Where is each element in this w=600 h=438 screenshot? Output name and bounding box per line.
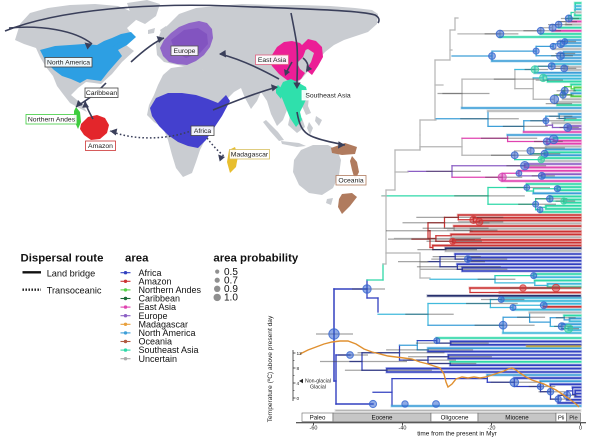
svg-text:-20: -20 [488, 426, 496, 432]
svg-text:Temperature (ºC) above present: Temperature (ºC) above present day [267, 315, 274, 422]
svg-text:Eocene: Eocene [372, 415, 394, 422]
svg-text:Ple: Ple [569, 416, 577, 422]
svg-text:Europe: Europe [174, 48, 196, 55]
svg-text:time from the present in Myr: time from the present in Myr [417, 431, 497, 438]
svg-text:-40: -40 [399, 426, 407, 432]
svg-text:Madagascar: Madagascar [139, 319, 189, 329]
svg-text:Africa: Africa [194, 128, 212, 135]
svg-text:Dispersal route: Dispersal route [21, 253, 104, 265]
svg-text:area: area [125, 253, 149, 265]
svg-text:4: 4 [297, 381, 300, 387]
svg-text:0: 0 [579, 426, 582, 432]
svg-text:Pli: Pli [558, 416, 564, 422]
svg-text:-60: -60 [310, 426, 318, 432]
svg-text:Caribbean: Caribbean [139, 294, 181, 304]
svg-text:0.7: 0.7 [224, 276, 238, 287]
svg-text:East Asia: East Asia [258, 57, 287, 64]
svg-text:12: 12 [297, 351, 303, 357]
svg-text:Uncertain: Uncertain [139, 354, 178, 364]
svg-text:North America: North America [139, 328, 196, 338]
svg-text:Northern Andes: Northern Andes [139, 285, 202, 295]
svg-text:East Asia: East Asia [139, 302, 177, 312]
svg-text:Amazon: Amazon [88, 143, 113, 150]
svg-text:1.0: 1.0 [224, 293, 238, 304]
svg-text:Europe: Europe [139, 311, 168, 321]
svg-text:Glacial: Glacial [310, 385, 326, 391]
svg-text:Transoceanic: Transoceanic [47, 286, 102, 296]
svg-text:Miocene: Miocene [505, 415, 529, 422]
svg-text:Africa: Africa [139, 268, 162, 278]
svg-text:Oceania: Oceania [139, 337, 173, 347]
svg-text:Land bridge: Land bridge [47, 268, 96, 278]
svg-text:Oligocene: Oligocene [441, 415, 469, 422]
svg-text:0.9: 0.9 [224, 284, 238, 295]
svg-text:8: 8 [297, 366, 300, 372]
svg-text:Amazon: Amazon [139, 276, 172, 286]
svg-text:North America: North America [47, 60, 90, 67]
svg-text:Oceania: Oceania [338, 178, 364, 185]
svg-text:area probability: area probability [213, 253, 298, 265]
svg-text:Southeast Asia: Southeast Asia [139, 345, 199, 355]
svg-text:Paleo: Paleo [310, 415, 326, 422]
svg-text:Caribbean: Caribbean [86, 90, 118, 97]
svg-text:0: 0 [297, 396, 300, 402]
svg-text:Northern Andes: Northern Andes [28, 117, 76, 124]
svg-text:Southeast Asia: Southeast Asia [305, 93, 351, 100]
svg-text:0.5: 0.5 [224, 267, 238, 278]
svg-text:Non-glacial: Non-glacial [305, 379, 331, 385]
svg-text:Madagascar: Madagascar [231, 152, 269, 159]
